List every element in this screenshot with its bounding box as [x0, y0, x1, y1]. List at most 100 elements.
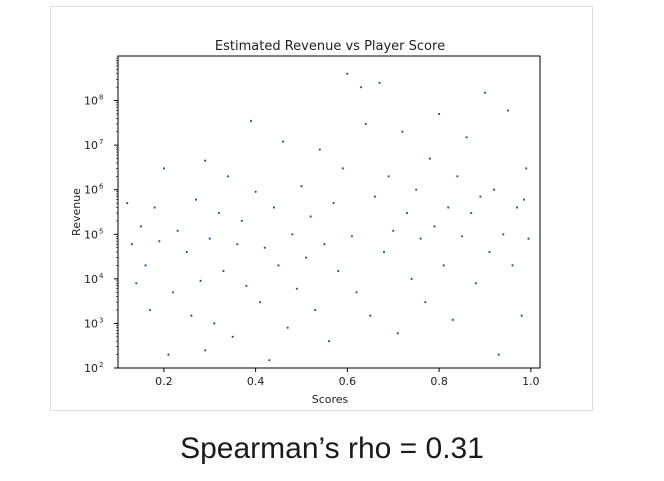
scatter-point: [488, 250, 491, 254]
scatter-point: [199, 279, 202, 282]
scatter-point: [369, 314, 372, 317]
scatter-point: [245, 284, 248, 287]
scatter-point: [263, 246, 266, 249]
scatter-point: [240, 219, 243, 222]
scatter-point: [194, 198, 198, 201]
scatter-point: [272, 206, 276, 209]
scatter-point: [167, 353, 170, 356]
scatter-point: [401, 130, 404, 133]
y-tick-exponent: 4: [99, 272, 104, 280]
x-axis-label: Scores: [312, 393, 349, 406]
scatter-point: [190, 314, 193, 317]
scatter-point: [346, 72, 349, 75]
scatter-point: [323, 243, 326, 246]
scatter-chart: Estimated Revenue vs Player Score 0.2 0.4…: [70, 39, 541, 406]
scatter-point: [493, 188, 496, 191]
scatter-point: [314, 308, 317, 312]
y-axis-label: Revenue: [70, 188, 83, 236]
scatter-point: [483, 91, 487, 94]
scatter-point: [282, 140, 285, 143]
scatter-point: [405, 211, 409, 215]
scatter-point: [442, 264, 445, 267]
scatter-point: [527, 237, 530, 240]
scatter-point: [171, 291, 175, 294]
spearman-caption: Spearman’s rho = 0.31: [180, 432, 484, 465]
scatter-point: [392, 229, 395, 232]
y-tick-label: 10: [84, 362, 98, 375]
y-tick-exponent: 3: [99, 316, 103, 324]
scatter-point: [204, 349, 207, 352]
scatter-point: [162, 167, 165, 170]
scatter-point: [332, 202, 335, 205]
scatter-point: [373, 195, 376, 198]
scatter-point: [360, 86, 363, 89]
scatter-point: [419, 237, 422, 240]
scatter-point: [378, 81, 381, 84]
scatter-point: [222, 269, 225, 273]
scatter-point: [208, 237, 211, 240]
x-axis-ticks: 0.2 0.4 0.6 0.8 1.0: [155, 368, 540, 388]
scatter-point: [327, 340, 331, 343]
scatter-point: [286, 326, 289, 329]
scatter-point: [387, 175, 390, 178]
scatter-point: [465, 136, 468, 139]
x-tick-label: 0.8: [430, 375, 448, 388]
scatter-point: [126, 202, 129, 205]
scatter-point: [318, 148, 321, 151]
scatter-point: [474, 282, 477, 285]
scatter-point: [309, 215, 312, 218]
scatter-point: [410, 277, 413, 280]
scatter-point: [135, 282, 138, 285]
x-tick-label: 1.0: [522, 375, 540, 388]
scatter-point: [451, 318, 454, 321]
scatter-point: [217, 211, 220, 215]
x-tick-label: 0.4: [247, 375, 265, 388]
scatter-point: [213, 322, 216, 325]
scatter-point: [341, 167, 344, 170]
scatter-point: [479, 195, 482, 198]
scatter-point: [424, 301, 427, 304]
scatter-point: [396, 332, 399, 335]
scatter-point: [520, 314, 523, 317]
y-tick-exponent: 2: [99, 361, 103, 369]
scatter-point: [227, 175, 230, 178]
y-tick-label: 10: [84, 228, 98, 241]
x-tick-label: 0.2: [155, 375, 173, 388]
scatter-point: [355, 291, 358, 294]
scatter-point: [277, 264, 280, 267]
scatter-point: [295, 287, 298, 290]
y-tick-exponent: 5: [99, 227, 103, 235]
y-tick-exponent: 8: [99, 94, 103, 102]
scatter-point: [497, 353, 500, 356]
scatter-point: [139, 225, 142, 228]
scatter-point: [249, 119, 253, 122]
scatter-point: [447, 206, 450, 209]
scatter-point: [438, 112, 441, 116]
scatter-point: [350, 235, 353, 238]
chart-title: Estimated Revenue vs Player Score: [215, 39, 445, 54]
scatter-point: [305, 256, 308, 259]
scatter-point: [516, 206, 519, 209]
scatter-point: [456, 175, 459, 178]
y-tick-label: 10: [84, 273, 98, 286]
y-tick-label: 10: [84, 184, 98, 197]
scatter-point: [511, 264, 514, 267]
scatter-point: [204, 159, 207, 162]
scatter-point: [470, 211, 473, 215]
scatter-point: [337, 269, 340, 273]
scatter-point: [259, 301, 262, 304]
scatter-point: [364, 122, 367, 125]
scatter-point: [506, 109, 509, 112]
scatter-point: [428, 157, 431, 160]
y-tick-label: 10: [84, 139, 98, 152]
scatter-point: [522, 198, 525, 201]
scatter-point: [130, 243, 133, 246]
scatter-point: [300, 185, 303, 188]
scatter-point: [502, 233, 505, 236]
figure-frame: Estimated Revenue vs Player Score 0.2 0.4…: [50, 6, 593, 411]
points-layer: [126, 72, 530, 362]
y-tick-label: 10: [84, 317, 98, 330]
scatter-point: [144, 264, 147, 267]
scatter-point: [254, 190, 257, 193]
